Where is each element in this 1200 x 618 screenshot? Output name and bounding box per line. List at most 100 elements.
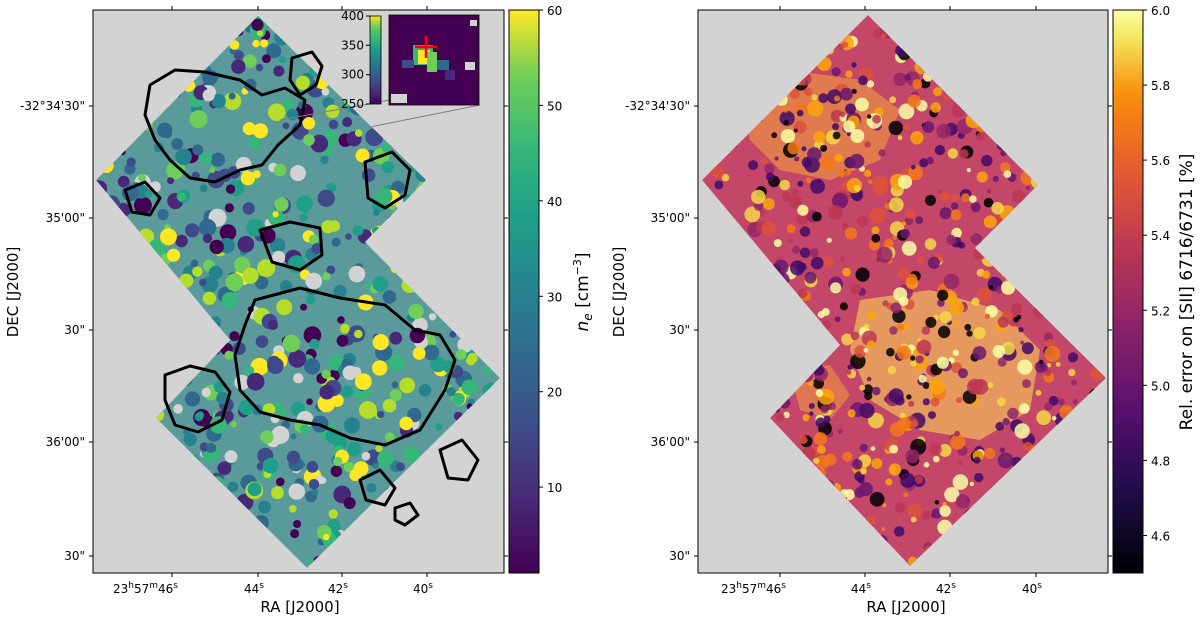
map-cell [199, 184, 208, 193]
map-cell [308, 478, 320, 490]
map-cell [797, 288, 808, 299]
map-cell [817, 310, 825, 319]
map-cell [760, 157, 768, 165]
map-cell [938, 443, 952, 457]
map-cell [1014, 423, 1030, 439]
map-cell [983, 215, 997, 229]
map-cell [834, 95, 841, 102]
map-cell [320, 155, 329, 165]
map-cell [855, 267, 870, 282]
map-cell [282, 334, 301, 353]
map-cell [333, 284, 347, 298]
map-cell [904, 73, 911, 81]
map-cell [257, 259, 276, 278]
map-cell [844, 227, 858, 240]
map-cell [208, 265, 223, 280]
map-cell [372, 276, 389, 292]
map-cell [915, 216, 924, 225]
map-cell [850, 129, 865, 143]
map-cell [266, 43, 282, 59]
map-cell [805, 177, 812, 184]
map-cell [897, 267, 910, 280]
map-cell [304, 358, 321, 375]
map-cell [882, 503, 887, 508]
map-cell [864, 323, 870, 330]
map-cell [1018, 327, 1024, 333]
map-cell [943, 95, 949, 101]
map-cell [933, 455, 940, 463]
map-cell [227, 481, 239, 492]
map-cell [971, 297, 980, 306]
map-cell [997, 452, 1014, 469]
map-cell [997, 316, 1009, 328]
map-cell [910, 164, 916, 170]
map-cell [144, 190, 153, 199]
map-cell [907, 503, 922, 518]
map-cell [910, 360, 917, 367]
map-cell [810, 256, 824, 270]
inset-cell [470, 20, 477, 26]
map-cell [783, 108, 789, 113]
map-cell [482, 366, 492, 375]
x-tick-label: 44s [851, 581, 871, 596]
map-cell [846, 177, 863, 194]
map-cell [955, 494, 971, 509]
y-tick-label: 35'00" [46, 211, 85, 225]
map-cell [282, 122, 290, 130]
map-cell [915, 355, 924, 364]
map-cell [260, 39, 269, 48]
map-cell [834, 316, 841, 323]
left-x-axis-label: RA [J2000] [260, 598, 339, 616]
map-cell [856, 215, 868, 227]
map-cell [842, 41, 849, 48]
map-cell [399, 377, 416, 394]
map-cell [928, 378, 945, 395]
map-cell [1017, 359, 1033, 375]
map-cell [183, 432, 197, 446]
map-cell [921, 326, 931, 335]
map-cell [929, 443, 942, 456]
map-cell [1013, 316, 1019, 323]
map-cell [860, 468, 867, 475]
map-cell [1025, 185, 1031, 191]
map-cell [943, 273, 960, 290]
map-cell [841, 333, 853, 346]
left-colorbar [508, 9, 540, 574]
map-cell [936, 123, 951, 139]
map-cell [864, 169, 872, 177]
map-cell [783, 119, 789, 126]
map-cell [813, 131, 826, 143]
map-cell [880, 33, 887, 40]
map-cell [765, 172, 775, 182]
map-cell [832, 131, 841, 140]
map-cell [930, 397, 940, 407]
inset: 250 300 350 400 [279, 9, 481, 129]
map-cell [1067, 352, 1079, 363]
map-cell [937, 325, 951, 339]
inset-colorbar-tick-label: 400 [341, 9, 364, 23]
map-cell [262, 457, 279, 474]
contour-region [163, 364, 232, 434]
map-cell [428, 313, 437, 321]
map-cell [303, 134, 315, 146]
map-cell [295, 75, 310, 90]
map-cell [384, 432, 395, 443]
map-cell [242, 122, 256, 136]
map-cell [228, 92, 236, 100]
map-cell [812, 211, 822, 222]
map-cell [323, 533, 330, 541]
map-cell [900, 412, 906, 419]
map-cell [876, 246, 893, 263]
map-cell [831, 67, 841, 77]
left-colorbar-label: ne [cm−3] [571, 253, 595, 332]
map-cell [952, 474, 969, 490]
map-cell [987, 382, 994, 389]
map-cell [813, 457, 820, 464]
map-cell [326, 182, 337, 193]
left-axes-frame [92, 9, 505, 574]
map-cell [950, 209, 962, 221]
map-cell [244, 366, 255, 376]
map-cell [278, 55, 287, 64]
map-cell [922, 398, 930, 406]
map-cell [1044, 402, 1053, 411]
